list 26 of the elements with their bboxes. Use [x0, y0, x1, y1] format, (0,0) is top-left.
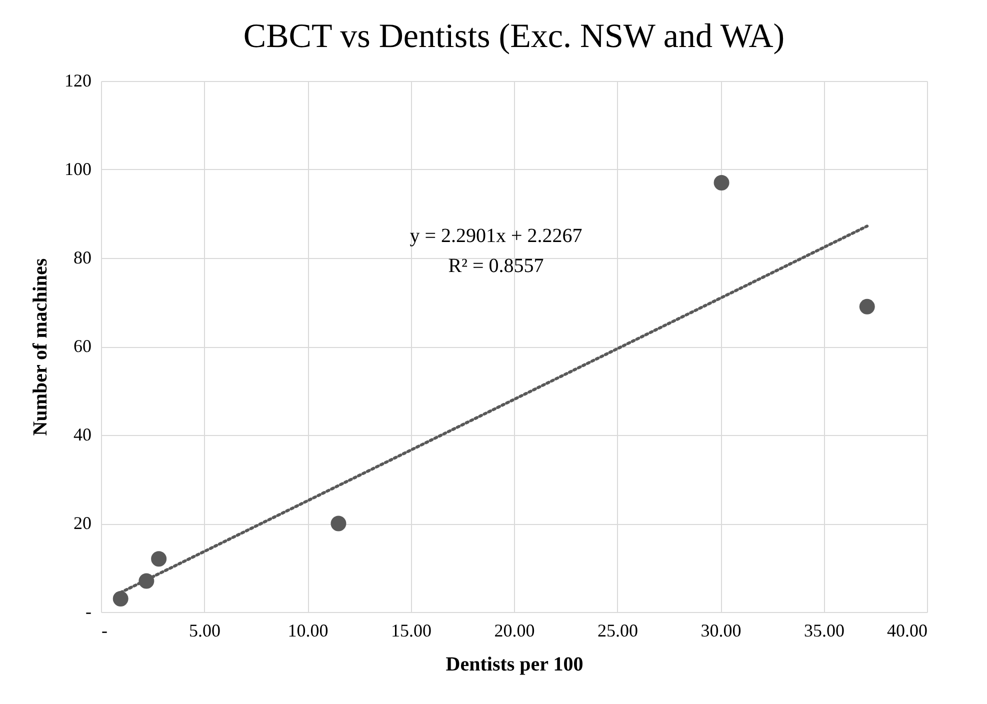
- point: [330, 516, 346, 532]
- x-tick-label: 20.00: [494, 620, 535, 640]
- y-axis-title: Number of machines: [30, 258, 52, 436]
- y-tick-label: -: [86, 602, 92, 622]
- y-tick-label: 100: [64, 159, 92, 179]
- y-tick-label: 120: [64, 70, 92, 90]
- x-tick-label: 15.00: [391, 620, 432, 640]
- x-tick-label: 25.00: [598, 620, 638, 640]
- chart-title: CBCT vs Dentists (Exc. NSW and WA): [243, 18, 785, 55]
- point: [859, 298, 875, 314]
- x-tick-label: 40.00: [887, 620, 928, 640]
- x-tick-label: 5.00: [189, 620, 220, 640]
- point: [151, 551, 167, 567]
- x-tick-label: -: [102, 620, 108, 640]
- x-axis-title: Dentists per 100: [446, 654, 584, 676]
- point: [112, 590, 128, 606]
- x-tick-label: 35.00: [804, 620, 844, 640]
- y-tick-label: 80: [74, 248, 92, 268]
- y-tick-label: 20: [74, 513, 92, 533]
- y-tick-label: 40: [74, 424, 92, 444]
- annotation: R² = 0.8557: [448, 255, 544, 277]
- x-tick-label: 30.00: [700, 620, 742, 640]
- x-tick-label: 10.00: [288, 620, 328, 640]
- annotation: y = 2.2901x + 2.2267: [410, 225, 582, 247]
- y-tick-label: 60: [74, 336, 92, 356]
- point: [714, 175, 730, 191]
